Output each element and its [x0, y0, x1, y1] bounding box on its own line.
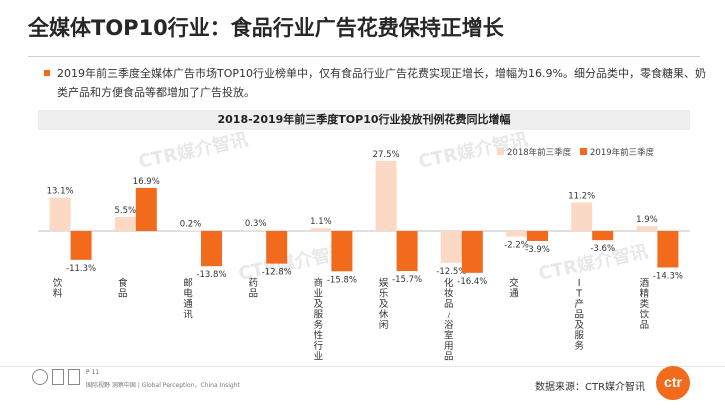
category-label: 娱乐及休闲: [379, 277, 389, 331]
data-label: 0.3%: [245, 219, 267, 229]
legend-swatch: [580, 148, 587, 155]
footer-divider: [0, 366, 725, 367]
data-label: -2.2%: [504, 241, 529, 251]
bar: [180, 230, 201, 231]
title-divider: [28, 56, 700, 57]
data-label: 13.1%: [47, 187, 74, 197]
bar: [266, 231, 288, 264]
category-label: 商业及服务性行业: [314, 277, 324, 363]
bar: [571, 202, 593, 231]
chart-title: 2018-2019年前三季度TOP10行业投放刊例花费同比增幅: [217, 113, 511, 126]
data-label: -3.9%: [525, 245, 550, 255]
bar: [461, 231, 483, 273]
category-label: 药品: [248, 278, 258, 300]
legend-label: 2019年前三季度: [590, 147, 655, 158]
bar: [331, 231, 353, 272]
bar: [440, 231, 462, 263]
bar: [49, 197, 71, 231]
bar: [135, 187, 157, 231]
data-label: -12.5%: [436, 267, 466, 277]
data-label: 0.2%: [180, 219, 202, 229]
data-label: -13.8%: [196, 270, 226, 280]
bar: [201, 231, 222, 267]
bar: [506, 231, 527, 237]
bar: [310, 228, 332, 231]
footer-tagline: 国际视野 洞察中国 | Global Perception，China Insi…: [86, 382, 240, 389]
bar: [70, 231, 92, 260]
data-label: -14.3%: [653, 271, 683, 281]
data-label: -3.6%: [590, 244, 615, 254]
summary-text: 2019年前三季度全媒体广告市场TOP10行业榜单中，仅有食品行业广告花费实现正…: [57, 67, 706, 99]
data-label: 1.1%: [310, 217, 332, 227]
data-label: -15.7%: [392, 275, 422, 285]
bar: [527, 231, 548, 241]
bar: [245, 230, 267, 231]
page-title: 全媒体TOP10行业：食品行业广告花费保持正增长: [28, 16, 504, 40]
certification-badge-icon: [68, 369, 80, 385]
category-label: 饮料: [53, 277, 63, 300]
bar: [657, 231, 679, 268]
bar: [114, 216, 136, 231]
certification-badge-icon: [52, 369, 64, 385]
category-label: 酒精类饮品: [640, 278, 650, 331]
data-label: -16.4%: [457, 277, 487, 287]
category-label: 交通: [509, 277, 519, 300]
bar: [592, 231, 614, 241]
bullet-square-icon: [44, 70, 50, 76]
chart-title-bar: [38, 110, 690, 130]
data-source: 数据来源：CTR媒介智讯: [535, 382, 646, 393]
data-label: 16.9%: [133, 177, 160, 187]
legend-swatch: [497, 148, 504, 155]
category-label: I T 产品及服务: [574, 278, 584, 352]
legend-label: 2018年前三季度: [507, 147, 572, 158]
bar: [375, 160, 397, 231]
data-label: 27.5%: [373, 150, 400, 160]
data-label: -11.3%: [66, 264, 96, 274]
category-label: 化妆品/浴室用品: [444, 277, 454, 363]
ctr-logo: ctr: [656, 366, 690, 400]
category-label: 邮电通讯: [183, 277, 193, 321]
watermark-text: CTR媒介智讯: [136, 130, 249, 173]
page-number: P 11: [86, 369, 100, 376]
bar: [396, 231, 418, 272]
data-label: 1.9%: [636, 215, 658, 225]
category-label: 食品: [118, 277, 128, 300]
bar: [636, 226, 658, 231]
data-label: 11.2%: [568, 191, 595, 201]
data-label: -15.8%: [327, 275, 357, 285]
certification-seal-icon: [32, 369, 48, 385]
data-label: 5.5%: [114, 206, 136, 216]
data-label: -12.8%: [262, 268, 292, 278]
